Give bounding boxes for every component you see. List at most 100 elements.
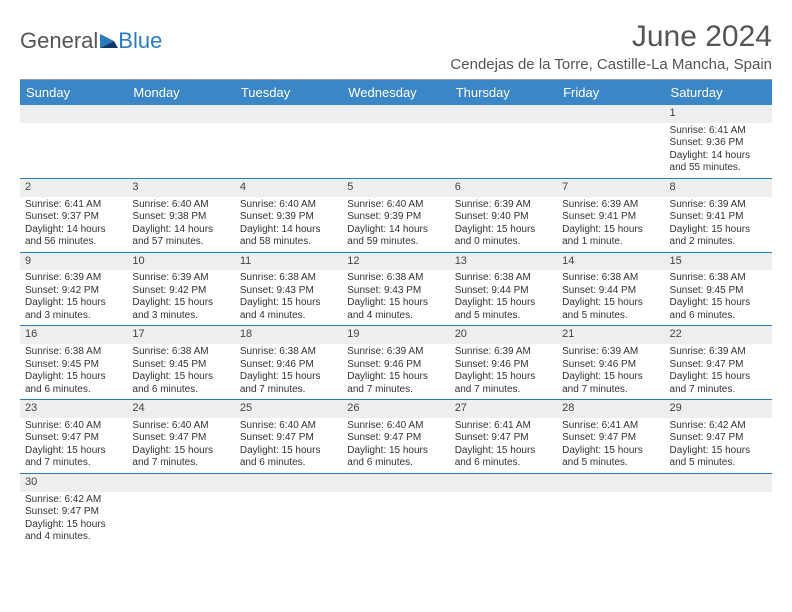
sunset-text: Sunset: 9:46 PM xyxy=(347,359,444,372)
calendar-cell: 29Sunrise: 6:42 AMSunset: 9:47 PMDayligh… xyxy=(665,400,772,473)
day-body: Sunrise: 6:38 AMSunset: 9:45 PMDaylight:… xyxy=(127,344,234,399)
day-number: 14 xyxy=(557,253,664,271)
day-number xyxy=(342,105,449,123)
calendar-cell: 18Sunrise: 6:38 AMSunset: 9:46 PMDayligh… xyxy=(235,326,342,399)
weekday-label: Friday xyxy=(557,80,664,105)
day-body: Sunrise: 6:41 AMSunset: 9:36 PMDaylight:… xyxy=(665,123,772,178)
weekday-label: Tuesday xyxy=(235,80,342,105)
month-title: June 2024 xyxy=(450,20,772,54)
calendar-cell: 17Sunrise: 6:38 AMSunset: 9:45 PMDayligh… xyxy=(127,326,234,399)
weekday-label: Wednesday xyxy=(342,80,449,105)
daylight-text: Daylight: 15 hours and 4 minutes. xyxy=(347,297,444,322)
sunrise-text: Sunrise: 6:42 AM xyxy=(25,494,122,507)
day-number: 24 xyxy=(127,400,234,418)
sunset-text: Sunset: 9:40 PM xyxy=(455,211,552,224)
daylight-text: Daylight: 14 hours and 56 minutes. xyxy=(25,224,122,249)
sunrise-text: Sunrise: 6:38 AM xyxy=(240,346,337,359)
sunset-text: Sunset: 9:36 PM xyxy=(670,137,767,150)
sunrise-text: Sunrise: 6:41 AM xyxy=(455,420,552,433)
calendar-cell xyxy=(235,474,342,547)
calendar-cell xyxy=(235,105,342,178)
day-body: Sunrise: 6:38 AMSunset: 9:45 PMDaylight:… xyxy=(20,344,127,399)
day-body: Sunrise: 6:39 AMSunset: 9:41 PMDaylight:… xyxy=(557,197,664,252)
day-number: 21 xyxy=(557,326,664,344)
calendar-cell xyxy=(127,105,234,178)
calendar-cell: 7Sunrise: 6:39 AMSunset: 9:41 PMDaylight… xyxy=(557,179,664,252)
sunset-text: Sunset: 9:46 PM xyxy=(455,359,552,372)
day-number xyxy=(450,105,557,123)
sunset-text: Sunset: 9:44 PM xyxy=(562,285,659,298)
day-number: 16 xyxy=(20,326,127,344)
sunrise-text: Sunrise: 6:39 AM xyxy=(670,199,767,212)
sunrise-text: Sunrise: 6:40 AM xyxy=(132,420,229,433)
sunrise-text: Sunrise: 6:38 AM xyxy=(132,346,229,359)
day-number: 27 xyxy=(450,400,557,418)
sunrise-text: Sunrise: 6:39 AM xyxy=(132,272,229,285)
sunset-text: Sunset: 9:38 PM xyxy=(132,211,229,224)
calendar-cell: 27Sunrise: 6:41 AMSunset: 9:47 PMDayligh… xyxy=(450,400,557,473)
day-number xyxy=(127,474,234,492)
day-body: Sunrise: 6:40 AMSunset: 9:47 PMDaylight:… xyxy=(20,418,127,473)
calendar-cell: 24Sunrise: 6:40 AMSunset: 9:47 PMDayligh… xyxy=(127,400,234,473)
sunset-text: Sunset: 9:47 PM xyxy=(455,432,552,445)
day-number xyxy=(20,105,127,123)
day-body: Sunrise: 6:38 AMSunset: 9:44 PMDaylight:… xyxy=(450,270,557,325)
day-number: 17 xyxy=(127,326,234,344)
sunset-text: Sunset: 9:44 PM xyxy=(455,285,552,298)
day-number: 23 xyxy=(20,400,127,418)
day-body: Sunrise: 6:41 AMSunset: 9:37 PMDaylight:… xyxy=(20,197,127,252)
daylight-text: Daylight: 15 hours and 6 minutes. xyxy=(240,445,337,470)
daylight-text: Daylight: 15 hours and 7 minutes. xyxy=(25,445,122,470)
sunrise-text: Sunrise: 6:39 AM xyxy=(25,272,122,285)
calendar-cell xyxy=(342,105,449,178)
daylight-text: Daylight: 15 hours and 7 minutes. xyxy=(562,371,659,396)
page-header: General Blue June 2024 Cendejas de la To… xyxy=(20,20,772,73)
calendar-cell xyxy=(665,474,772,547)
sunset-text: Sunset: 9:47 PM xyxy=(347,432,444,445)
sunrise-text: Sunrise: 6:39 AM xyxy=(347,346,444,359)
calendar-cell: 10Sunrise: 6:39 AMSunset: 9:42 PMDayligh… xyxy=(127,253,234,326)
day-body: Sunrise: 6:40 AMSunset: 9:39 PMDaylight:… xyxy=(235,197,342,252)
day-number: 28 xyxy=(557,400,664,418)
calendar-cell: 12Sunrise: 6:38 AMSunset: 9:43 PMDayligh… xyxy=(342,253,449,326)
calendar-cell: 28Sunrise: 6:41 AMSunset: 9:47 PMDayligh… xyxy=(557,400,664,473)
day-number xyxy=(557,105,664,123)
day-number: 11 xyxy=(235,253,342,271)
calendar-week: 30Sunrise: 6:42 AMSunset: 9:47 PMDayligh… xyxy=(20,474,772,547)
calendar-cell: 16Sunrise: 6:38 AMSunset: 9:45 PMDayligh… xyxy=(20,326,127,399)
daylight-text: Daylight: 15 hours and 3 minutes. xyxy=(25,297,122,322)
sunrise-text: Sunrise: 6:41 AM xyxy=(25,199,122,212)
sunrise-text: Sunrise: 6:40 AM xyxy=(25,420,122,433)
sunrise-text: Sunrise: 6:39 AM xyxy=(455,199,552,212)
day-number: 1 xyxy=(665,105,772,123)
daylight-text: Daylight: 15 hours and 6 minutes. xyxy=(670,297,767,322)
calendar-cell: 4Sunrise: 6:40 AMSunset: 9:39 PMDaylight… xyxy=(235,179,342,252)
sunset-text: Sunset: 9:37 PM xyxy=(25,211,122,224)
sunrise-text: Sunrise: 6:38 AM xyxy=(455,272,552,285)
day-body: Sunrise: 6:39 AMSunset: 9:42 PMDaylight:… xyxy=(127,270,234,325)
sunrise-text: Sunrise: 6:40 AM xyxy=(240,420,337,433)
day-number xyxy=(342,474,449,492)
day-body: Sunrise: 6:38 AMSunset: 9:43 PMDaylight:… xyxy=(342,270,449,325)
logo-text-general: General xyxy=(20,28,98,54)
sunrise-text: Sunrise: 6:38 AM xyxy=(240,272,337,285)
daylight-text: Daylight: 15 hours and 5 minutes. xyxy=(455,297,552,322)
sunset-text: Sunset: 9:39 PM xyxy=(240,211,337,224)
sunrise-text: Sunrise: 6:41 AM xyxy=(670,125,767,138)
daylight-text: Daylight: 15 hours and 1 minute. xyxy=(562,224,659,249)
sunrise-text: Sunrise: 6:40 AM xyxy=(240,199,337,212)
day-number: 26 xyxy=(342,400,449,418)
calendar-cell xyxy=(450,105,557,178)
sunrise-text: Sunrise: 6:39 AM xyxy=(455,346,552,359)
day-body: Sunrise: 6:39 AMSunset: 9:42 PMDaylight:… xyxy=(20,270,127,325)
day-body: Sunrise: 6:39 AMSunset: 9:41 PMDaylight:… xyxy=(665,197,772,252)
day-body: Sunrise: 6:38 AMSunset: 9:44 PMDaylight:… xyxy=(557,270,664,325)
calendar-cell xyxy=(20,105,127,178)
day-number: 8 xyxy=(665,179,772,197)
calendar-cell: 9Sunrise: 6:39 AMSunset: 9:42 PMDaylight… xyxy=(20,253,127,326)
day-number xyxy=(665,474,772,492)
sunset-text: Sunset: 9:47 PM xyxy=(25,432,122,445)
day-number: 3 xyxy=(127,179,234,197)
day-number xyxy=(235,105,342,123)
daylight-text: Daylight: 15 hours and 7 minutes. xyxy=(670,371,767,396)
